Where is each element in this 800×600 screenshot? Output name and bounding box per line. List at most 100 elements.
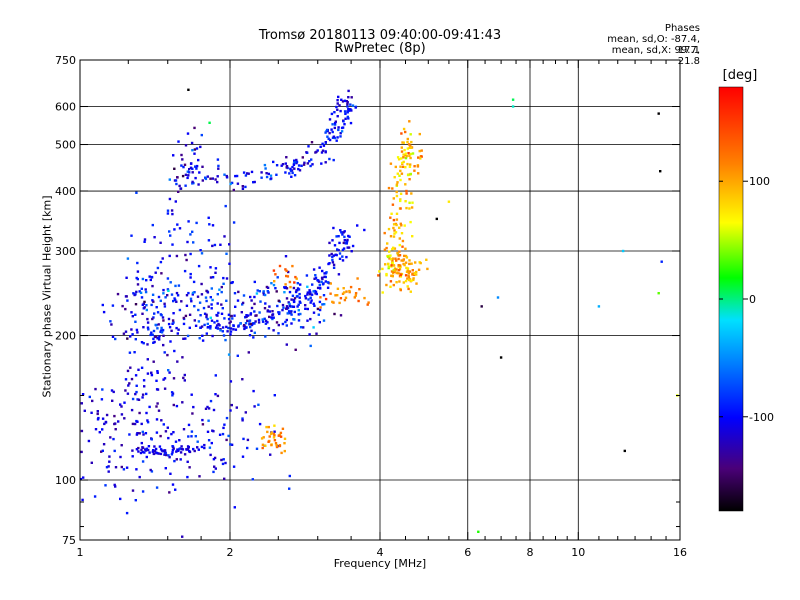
echo-point [345,255,348,259]
echo-point [275,321,279,324]
echo-point [210,319,214,322]
echo-point [253,310,256,313]
echo-point [343,239,346,242]
echo-point [408,207,411,210]
echo-point [174,488,177,491]
echo-point [201,334,204,337]
echo-point [207,216,210,219]
echo-point [155,379,158,382]
echo-point [237,324,240,327]
echo-point [181,174,185,178]
echo-point [408,146,411,149]
echo-point [112,390,115,394]
echo-point [210,441,213,445]
echo-point [198,337,201,340]
echo-point [408,154,411,157]
echo-point [169,340,172,343]
echo-point [339,229,342,232]
echo-point [308,160,311,163]
echo-point [227,313,231,316]
echo-point [354,292,358,295]
echo-point [189,166,193,169]
echo-point [332,266,336,269]
echo-point [411,269,414,272]
echo-point [273,394,276,397]
colorbar-tick-label: -100 [749,411,774,424]
echo-point [181,401,184,404]
echo-point [288,487,291,490]
echo-point [253,322,256,325]
echo-point [293,281,296,284]
echo-point [186,447,190,451]
echo-point [140,448,143,452]
echo-point [304,297,308,300]
echo-point [141,312,144,315]
echo-point [235,406,238,409]
echo-point [234,174,237,178]
echo-point [338,257,342,260]
echo-point [255,314,258,317]
echo-point [250,306,254,310]
echo-point [389,254,392,257]
echo-point [130,311,133,314]
echo-point [222,458,225,461]
echo-point [256,289,259,292]
echo-point [275,445,279,449]
echo-point [381,291,384,294]
echo-point [171,243,174,246]
echo-point [130,328,133,331]
echo-point [197,264,201,268]
echo-point [174,440,178,443]
echo-point [340,231,343,234]
echo-point [130,408,134,412]
echo-point [410,146,413,149]
echo-point [120,444,123,447]
echo-point [140,366,144,369]
echo-point [266,310,269,313]
echo-point [179,451,183,454]
echo-point [209,327,212,330]
echo-point [83,409,86,412]
echo-point [389,280,393,283]
echo-point [209,276,213,279]
echo-point [408,201,411,204]
echo-point [152,329,156,333]
echo-point [342,231,345,234]
echo-point [246,314,250,317]
echo-point [217,164,220,168]
echo-point [163,351,166,354]
echo-point [186,445,190,448]
echo-point [315,150,318,154]
echo-point [258,290,261,293]
echo-point [159,448,163,451]
echo-point [180,445,183,448]
echo-point [180,447,184,451]
echo-point [418,149,421,153]
echo-point [346,103,349,106]
echo-point [136,398,139,401]
echo-point [143,451,146,454]
echo-point [415,270,418,274]
echo-point [160,331,164,334]
echo-point [337,126,340,129]
echo-point [204,296,208,299]
echo-point [310,293,314,296]
echo-point [285,297,289,300]
echo-point [119,403,122,406]
echo-point [155,418,159,421]
echo-point [341,292,345,295]
echo-point [261,318,264,321]
echo-point [120,465,123,469]
echo-point [211,177,214,180]
echo-point [402,259,405,262]
echo-point [420,149,423,152]
echo-point [122,332,126,335]
echo-point [293,159,296,162]
echo-point [312,268,316,271]
echo-point [200,325,204,328]
echo-point [134,392,137,396]
echo-point [252,336,255,339]
echo-point [391,259,394,262]
echo-point [347,107,350,111]
echo-point [328,138,332,142]
